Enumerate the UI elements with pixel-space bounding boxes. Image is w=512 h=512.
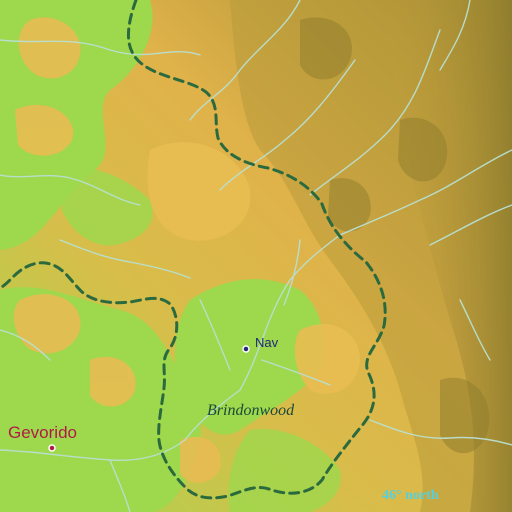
- ridge-patches: [300, 17, 490, 454]
- nav-village-dot[interactable]: [242, 345, 250, 353]
- gevorido-town-dot[interactable]: [48, 444, 56, 452]
- town-label-nav[interactable]: Nav: [255, 335, 279, 350]
- midland-areas: [13, 17, 360, 483]
- region-label-brindonwood: Brindonwood: [207, 402, 295, 419]
- region-boundary: [0, 0, 387, 500]
- latitude-label: 46° north: [382, 488, 439, 503]
- town-label-gevorido[interactable]: Gevorido: [8, 423, 77, 442]
